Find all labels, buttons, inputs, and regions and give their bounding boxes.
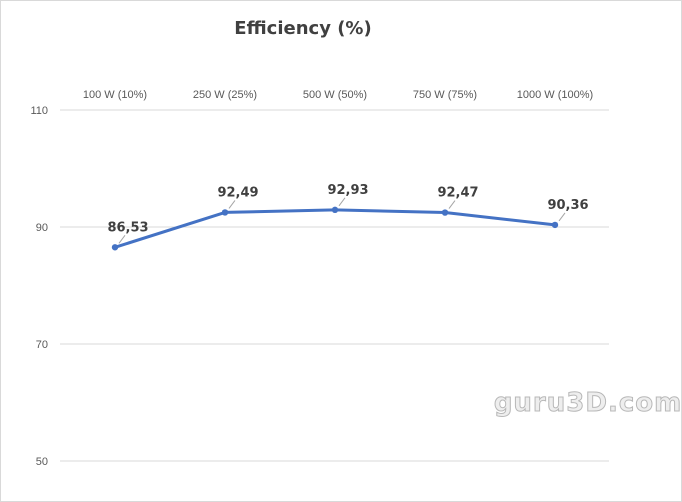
- label-leader-line: [228, 200, 236, 209]
- label-leader-line: [338, 197, 346, 207]
- x-tick-label: 1000 W (100%): [517, 89, 593, 101]
- series-line: [113, 208, 557, 249]
- data-point: [331, 206, 339, 214]
- series-layer: [111, 197, 566, 251]
- data-point: [441, 209, 449, 216]
- x-tick-label: 100 W (10%): [83, 89, 147, 101]
- data-label: 92,49: [217, 185, 258, 200]
- data-point: [111, 244, 119, 251]
- label-leader-line: [558, 212, 566, 222]
- x-tick-label: 250 W (25%): [193, 89, 257, 101]
- data-label: 86,53: [107, 220, 148, 235]
- y-tick-label: 110: [30, 105, 48, 117]
- y-tick-label: 70: [36, 339, 48, 351]
- x-axis-tick-labels: 100 W (10%) 250 W (25%) 500 W (50%) 750 W (…: [83, 89, 593, 101]
- label-leader-line: [448, 200, 456, 209]
- x-tick-label: 750 W (75%): [413, 89, 477, 101]
- y-axis-tick-labels: 50 70 90 110: [30, 105, 48, 468]
- chart-title: Efficiency (%): [234, 18, 371, 39]
- data-point: [221, 209, 229, 216]
- data-label: 92,47: [437, 186, 478, 201]
- data-label: 90,36: [547, 198, 588, 213]
- x-tick-label: 500 W (50%): [303, 89, 367, 101]
- y-tick-label: 90: [36, 222, 48, 234]
- gridlines: [60, 109, 609, 462]
- data-label: 92,93: [327, 183, 368, 198]
- data-point: [551, 221, 559, 229]
- label-leader-line: [118, 234, 126, 244]
- y-tick-label: 50: [36, 456, 48, 468]
- watermark: guru3D.com: [494, 388, 682, 418]
- data-labels: 86,53 92,49 92,93 92,47 90,36: [107, 183, 588, 235]
